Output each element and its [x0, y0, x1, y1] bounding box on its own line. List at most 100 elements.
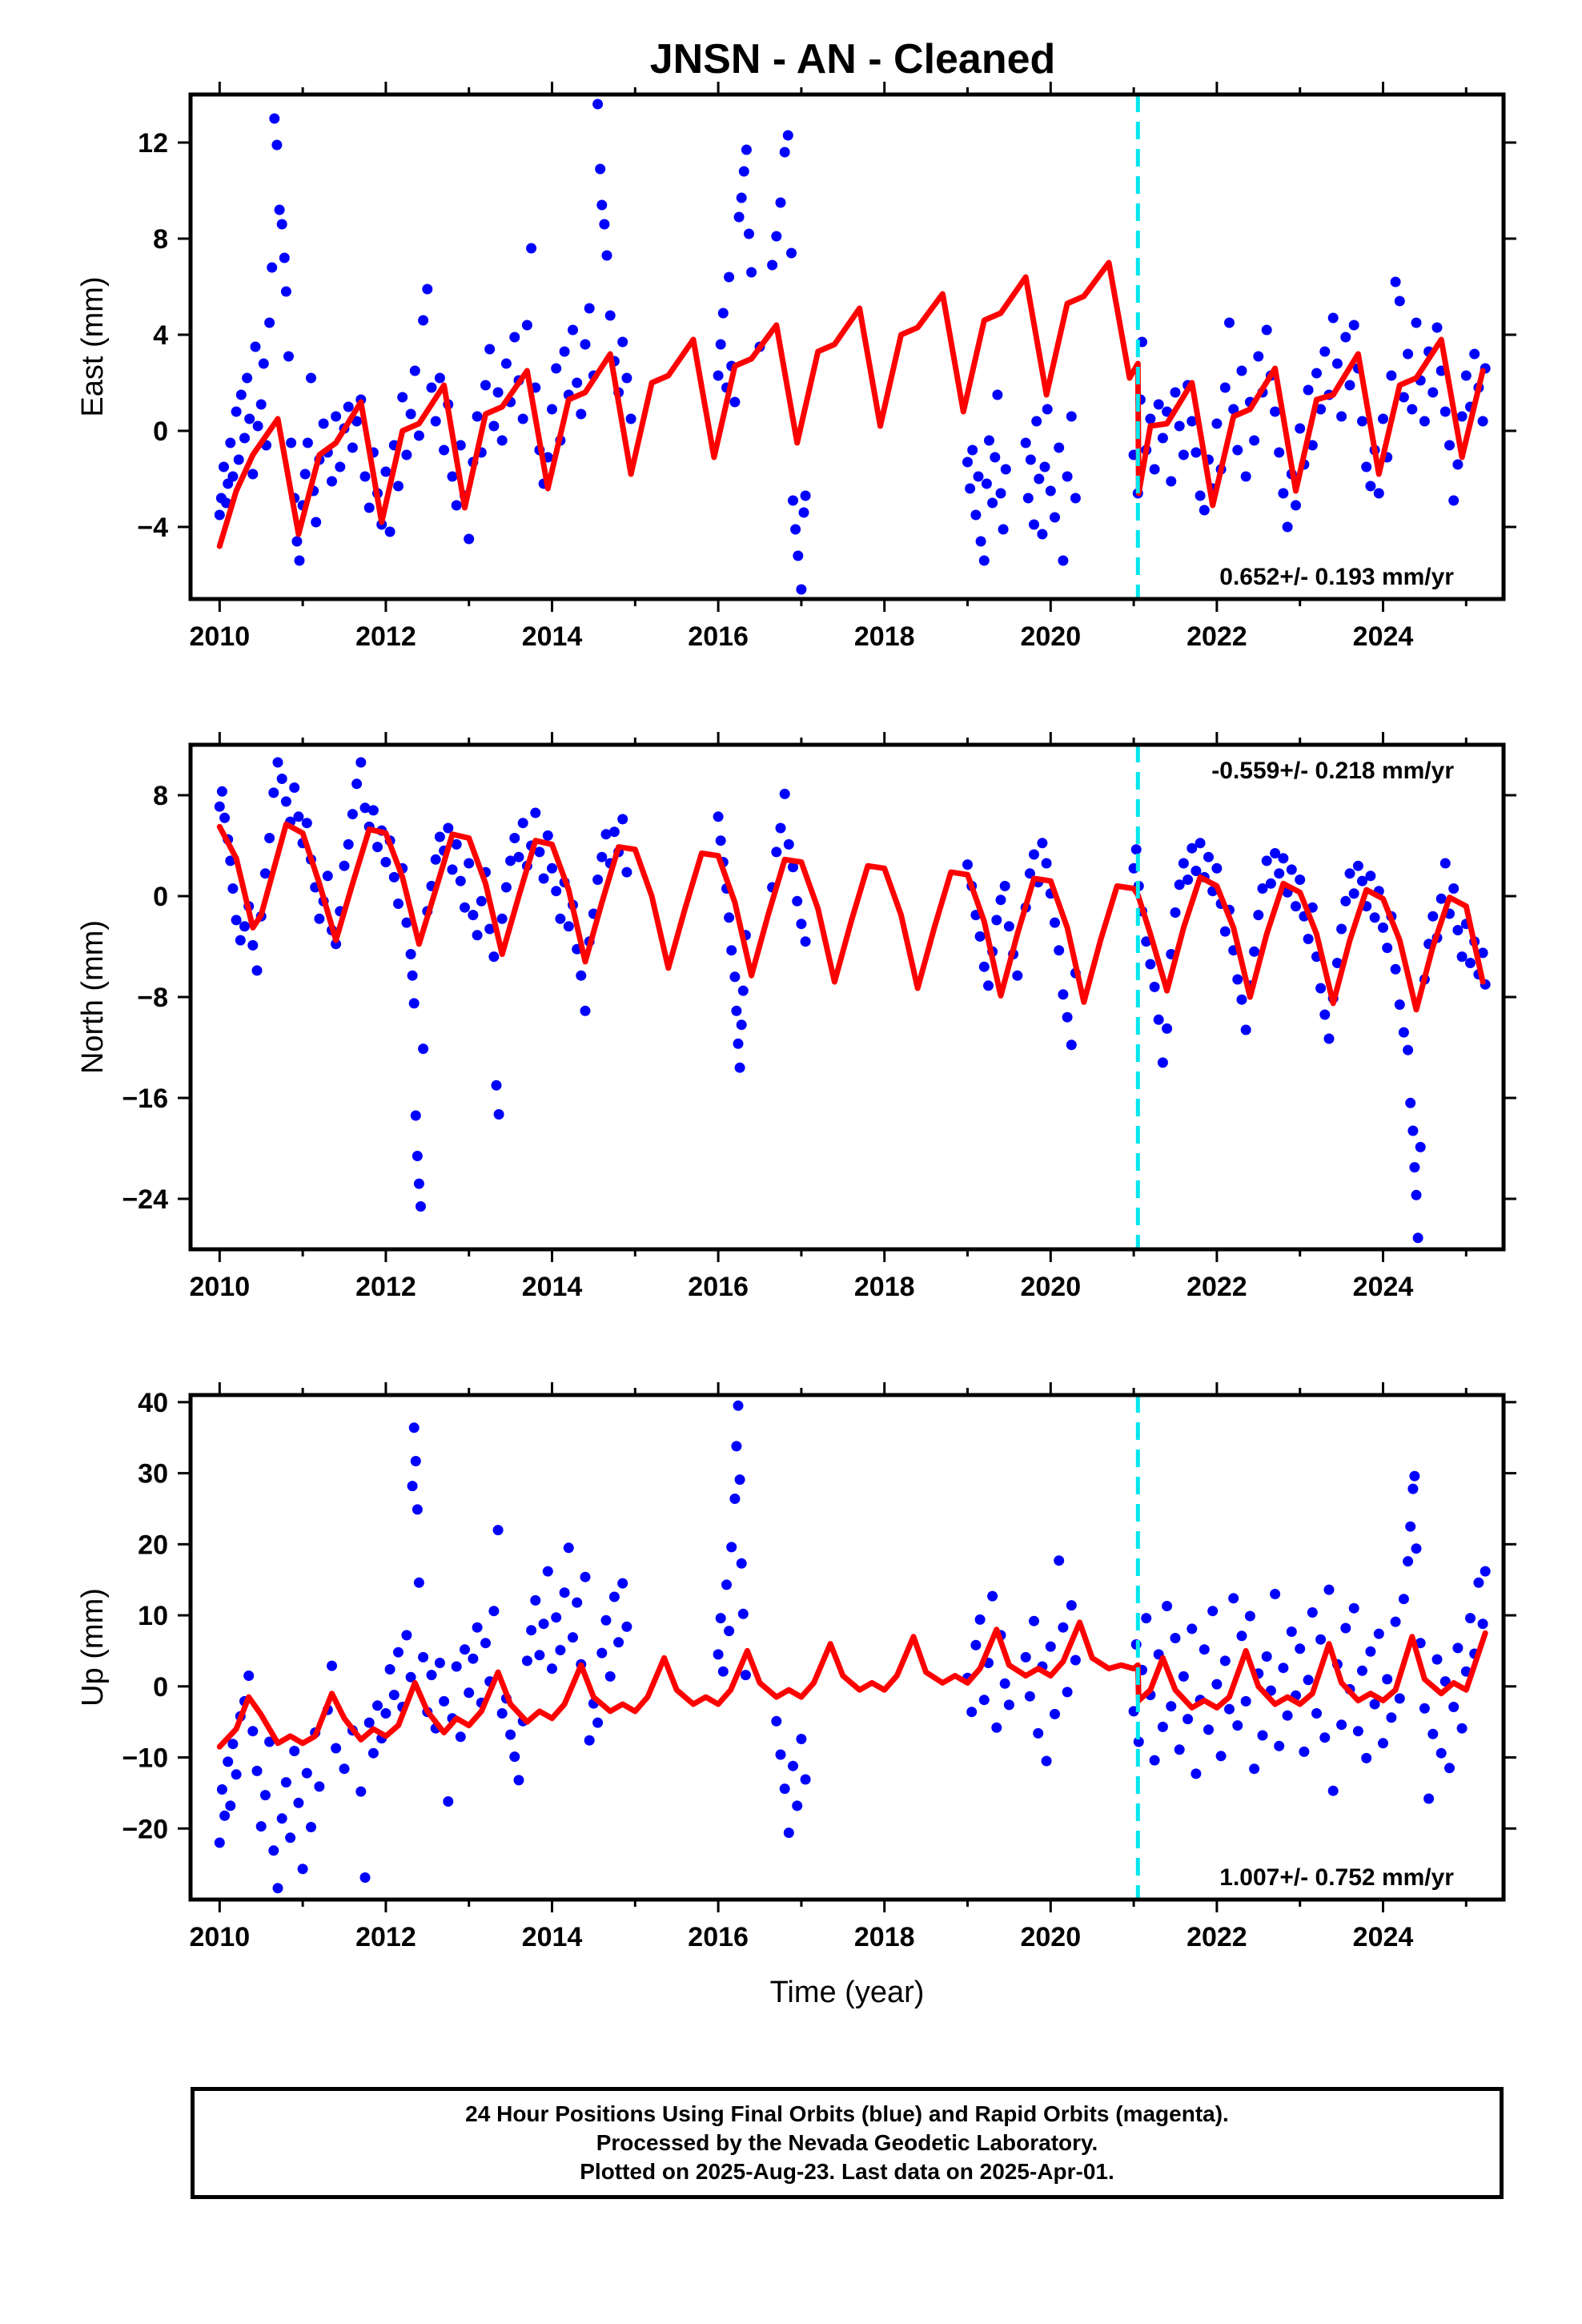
data-point: [800, 1774, 811, 1785]
data-point: [983, 980, 994, 991]
data-point: [1319, 1732, 1331, 1743]
data-point: [1020, 1651, 1031, 1663]
data-point: [405, 949, 416, 959]
data-point: [724, 271, 735, 283]
data-point: [974, 1614, 986, 1625]
data-point: [1378, 922, 1388, 933]
x-tick-label: 2010: [190, 621, 251, 652]
data-point: [359, 471, 371, 482]
data-point: [1166, 476, 1177, 487]
data-point: [250, 341, 261, 352]
data-point: [771, 846, 782, 858]
data-point: [563, 1542, 574, 1554]
data-point: [264, 833, 275, 843]
data-point: [740, 1670, 751, 1681]
data-point: [1361, 1752, 1372, 1763]
data-point: [227, 1739, 239, 1750]
data-point: [713, 370, 724, 381]
data-point: [343, 838, 354, 850]
data-point: [1050, 512, 1060, 523]
data-point: [1228, 404, 1239, 415]
data-point: [1431, 322, 1443, 333]
data-point: [1465, 958, 1476, 968]
data-point: [355, 1786, 367, 1797]
y-tick-label: −20: [122, 1814, 168, 1844]
data-point: [1295, 1643, 1306, 1655]
data-point: [733, 211, 745, 223]
data-point: [786, 247, 797, 259]
data-point: [388, 1690, 400, 1700]
data-point: [1278, 488, 1289, 499]
data-point: [1282, 1710, 1293, 1721]
data-point: [775, 197, 786, 208]
data-point: [1203, 1724, 1214, 1735]
data-point: [418, 315, 429, 326]
data-point: [1448, 883, 1460, 894]
data-point: [410, 1110, 421, 1121]
data-point: [460, 902, 470, 913]
data-point: [464, 533, 475, 545]
data-point: [1149, 464, 1160, 475]
data-point: [1270, 406, 1281, 417]
data-point: [1361, 461, 1372, 472]
data-point: [981, 478, 992, 489]
data-point: [488, 1606, 500, 1617]
data-point: [987, 1590, 998, 1602]
data-point: [468, 910, 479, 921]
data-point: [1477, 1618, 1488, 1630]
data-point: [715, 835, 726, 846]
data-point: [1307, 1607, 1318, 1618]
footer-line-1: 24 Hour Positions Using Final Orbits (bl…: [465, 2101, 1229, 2126]
y-tick-label: −4: [137, 513, 168, 543]
data-point: [973, 471, 984, 482]
data-point: [734, 1474, 745, 1486]
data-point: [1195, 838, 1206, 849]
x-tick-label: 2024: [1353, 621, 1414, 652]
data-point: [1066, 411, 1077, 422]
velocity-annotation: 1.007+/- 0.752 mm/yr: [1219, 1864, 1454, 1891]
data-point: [1465, 1613, 1476, 1624]
data-point: [733, 1038, 744, 1049]
data-point: [1439, 858, 1451, 869]
x-tick-label: 2016: [688, 1272, 749, 1302]
data-point: [729, 971, 741, 983]
data-point: [1253, 910, 1264, 921]
data-point: [1327, 1785, 1339, 1796]
data-point: [227, 883, 239, 894]
data-point: [223, 1756, 234, 1767]
panel-1: 2010 2012 2014 2016 2018 2020 2022 2024 −4 0 4 8 12 E…: [76, 82, 1516, 652]
data-point: [1286, 864, 1297, 875]
data-point: [599, 219, 610, 230]
data-point: [1405, 1097, 1416, 1108]
data-point: [534, 846, 545, 858]
x-tick-label: 2012: [355, 1922, 416, 1952]
data-point: [269, 113, 280, 124]
data-point: [1409, 1162, 1420, 1173]
data-point: [715, 339, 726, 350]
data-point: [380, 466, 391, 477]
data-point: [1050, 1708, 1060, 1719]
data-point: [1319, 1009, 1331, 1020]
data-point: [455, 440, 466, 451]
data-point: [1315, 983, 1327, 994]
data-point: [1031, 416, 1042, 427]
data-point: [276, 219, 287, 230]
data-point: [413, 1577, 424, 1588]
panel-frame: [188, 742, 1506, 1252]
data-point: [1240, 1695, 1251, 1707]
data-point: [464, 858, 475, 869]
data-point: [500, 358, 512, 369]
data-point: [987, 497, 998, 509]
data-point: [1373, 488, 1384, 499]
data-point: [800, 490, 811, 501]
data-point: [1398, 392, 1409, 403]
data-point: [992, 389, 1003, 400]
x-tick-label: 2024: [1353, 1272, 1414, 1302]
data-point: [1448, 495, 1460, 506]
data-point: [214, 801, 225, 812]
data-point: [216, 786, 227, 797]
data-point: [744, 228, 754, 239]
data-point: [447, 471, 458, 482]
data-point: [965, 483, 976, 494]
panel-frame: [188, 1393, 1506, 1902]
